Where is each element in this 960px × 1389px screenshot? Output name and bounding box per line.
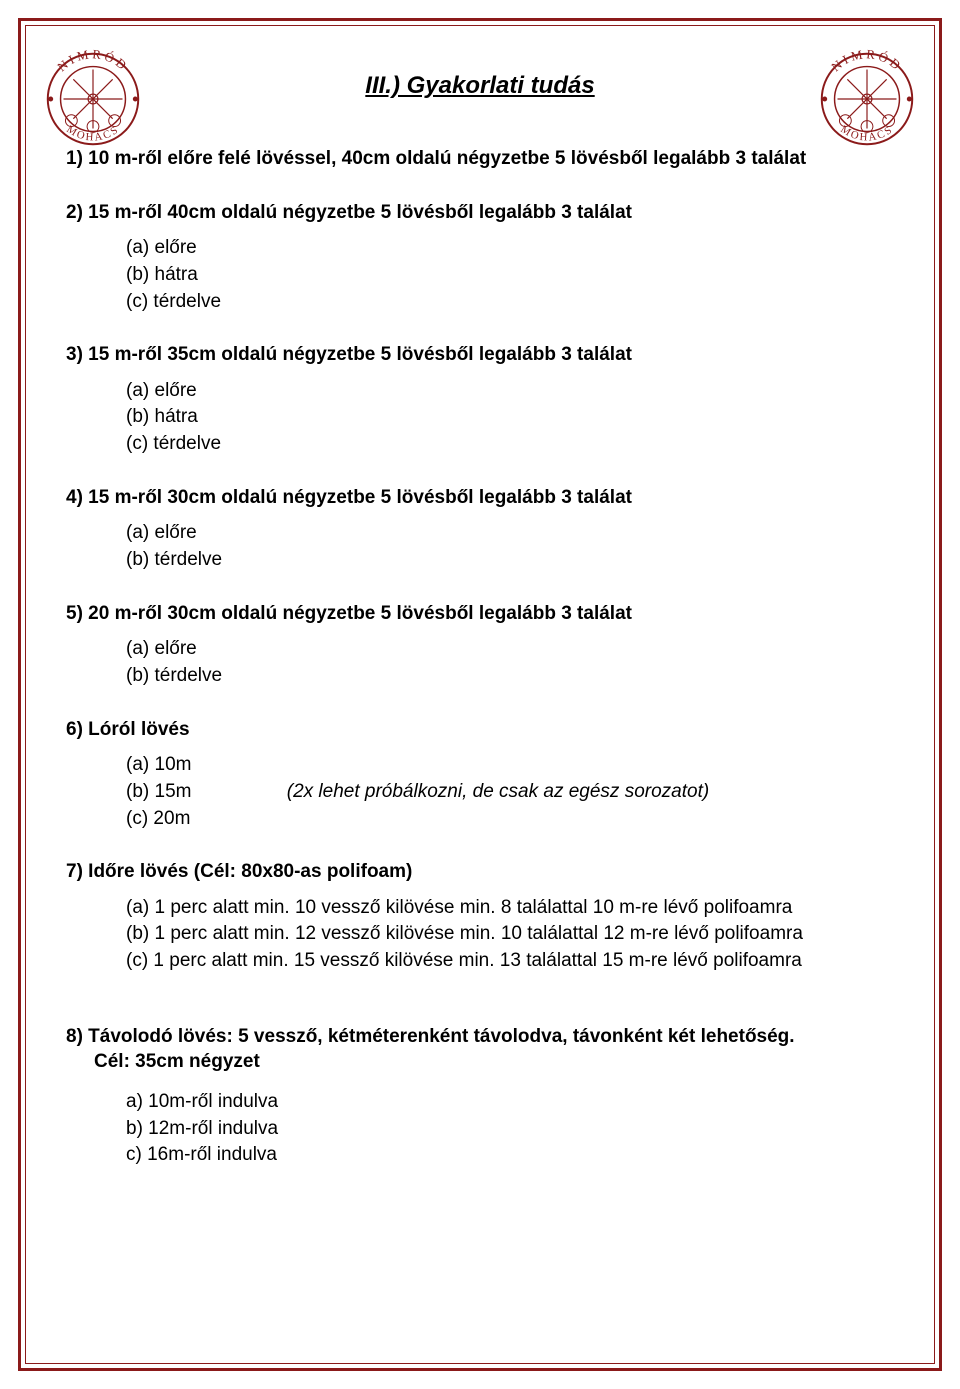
logo-left: NIMRÓD MOHÁCS <box>34 40 152 158</box>
content: 1) 10 m-ről előre felé lövéssel, 40cm ol… <box>66 146 894 1168</box>
q2-choice-a: (a) előre <box>126 235 894 261</box>
q2-heading: 2) 15 m-ről 40cm oldalú négyzetbe 5 lövé… <box>66 200 894 226</box>
q8-heading-line1: 8) Távolodó lövés: 5 vessző, kétméterenk… <box>66 1024 894 1050</box>
q5-choices: (a) előre (b) térdelve <box>126 636 894 688</box>
inner-border: NIMRÓD MOHÁCS <box>25 25 935 1364</box>
q5-choice-b: (b) térdelve <box>126 663 894 689</box>
q1-heading: 1) 10 m-ről előre felé lövéssel, 40cm ol… <box>66 146 894 172</box>
q7-choices: (a) 1 perc alatt min. 10 vessző kilövése… <box>126 895 894 974</box>
page: NIMRÓD MOHÁCS <box>0 0 960 1389</box>
q7-choice-b: (b) 1 perc alatt min. 12 vessző kilövése… <box>126 921 894 947</box>
q2-choice-c: (c) térdelve <box>126 289 894 315</box>
emblem-icon: NIMRÓD MOHÁCS <box>808 40 926 158</box>
q6-choices: (a) 10m (b) 15m (2x lehet próbálkozni, d… <box>126 752 894 831</box>
outer-border: NIMRÓD MOHÁCS <box>18 18 942 1371</box>
emblem-icon: NIMRÓD MOHÁCS <box>34 40 152 158</box>
logo-right: NIMRÓD MOHÁCS <box>808 40 926 158</box>
q3-heading: 3) 15 m-ről 35cm oldalú négyzetbe 5 lövé… <box>66 342 894 368</box>
q7-choice-c: (c) 1 perc alatt min. 15 vessző kilövése… <box>126 948 894 974</box>
q8-choice-a: a) 10m-ről indulva <box>126 1089 894 1115</box>
q4-heading: 4) 15 m-ről 30cm oldalú négyzetbe 5 lövé… <box>66 485 894 511</box>
q2-choices: (a) előre (b) hátra (c) térdelve <box>126 235 894 314</box>
q6-choice-a: (a) 10m <box>126 752 894 778</box>
q6-choice-b-note: (2x lehet próbálkozni, de csak az egész … <box>287 779 709 805</box>
q3-choice-c: (c) térdelve <box>126 431 894 457</box>
q4-choice-a: (a) előre <box>126 520 894 546</box>
q4-choices: (a) előre (b) térdelve <box>126 520 894 572</box>
q6-choice-b-text: (b) 15m <box>126 781 191 802</box>
q8-block: 8) Távolodó lövés: 5 vessző, kétméterenk… <box>66 1024 894 1168</box>
page-title: III.) Gyakorlati tudás <box>66 72 894 100</box>
q3-choice-b: (b) hátra <box>126 404 894 430</box>
q2-choice-b: (b) hátra <box>126 262 894 288</box>
q6-heading: 6) Lóról lövés <box>66 717 894 743</box>
q8-heading-line2: Cél: 35cm négyzet <box>94 1049 894 1075</box>
q6-choice-c: (c) 20m <box>126 806 894 832</box>
q8-choices: a) 10m-ről indulva b) 12m-ről indulva c)… <box>126 1089 894 1168</box>
q8-choice-b: b) 12m-ről indulva <box>126 1116 894 1142</box>
q8-choice-c: c) 16m-ről indulva <box>126 1142 894 1168</box>
q7-choice-a: (a) 1 perc alatt min. 10 vessző kilövése… <box>126 895 894 921</box>
q6-choice-b: (b) 15m (2x lehet próbálkozni, de csak a… <box>126 779 894 805</box>
q5-heading: 5) 20 m-ről 30cm oldalú négyzetbe 5 lövé… <box>66 601 894 627</box>
q4-choice-b: (b) térdelve <box>126 547 894 573</box>
q7-heading: 7) Időre lövés (Cél: 80x80-as polifoam) <box>66 859 894 885</box>
q5-choice-a: (a) előre <box>126 636 894 662</box>
q3-choices: (a) előre (b) hátra (c) térdelve <box>126 378 894 457</box>
q3-choice-a: (a) előre <box>126 378 894 404</box>
